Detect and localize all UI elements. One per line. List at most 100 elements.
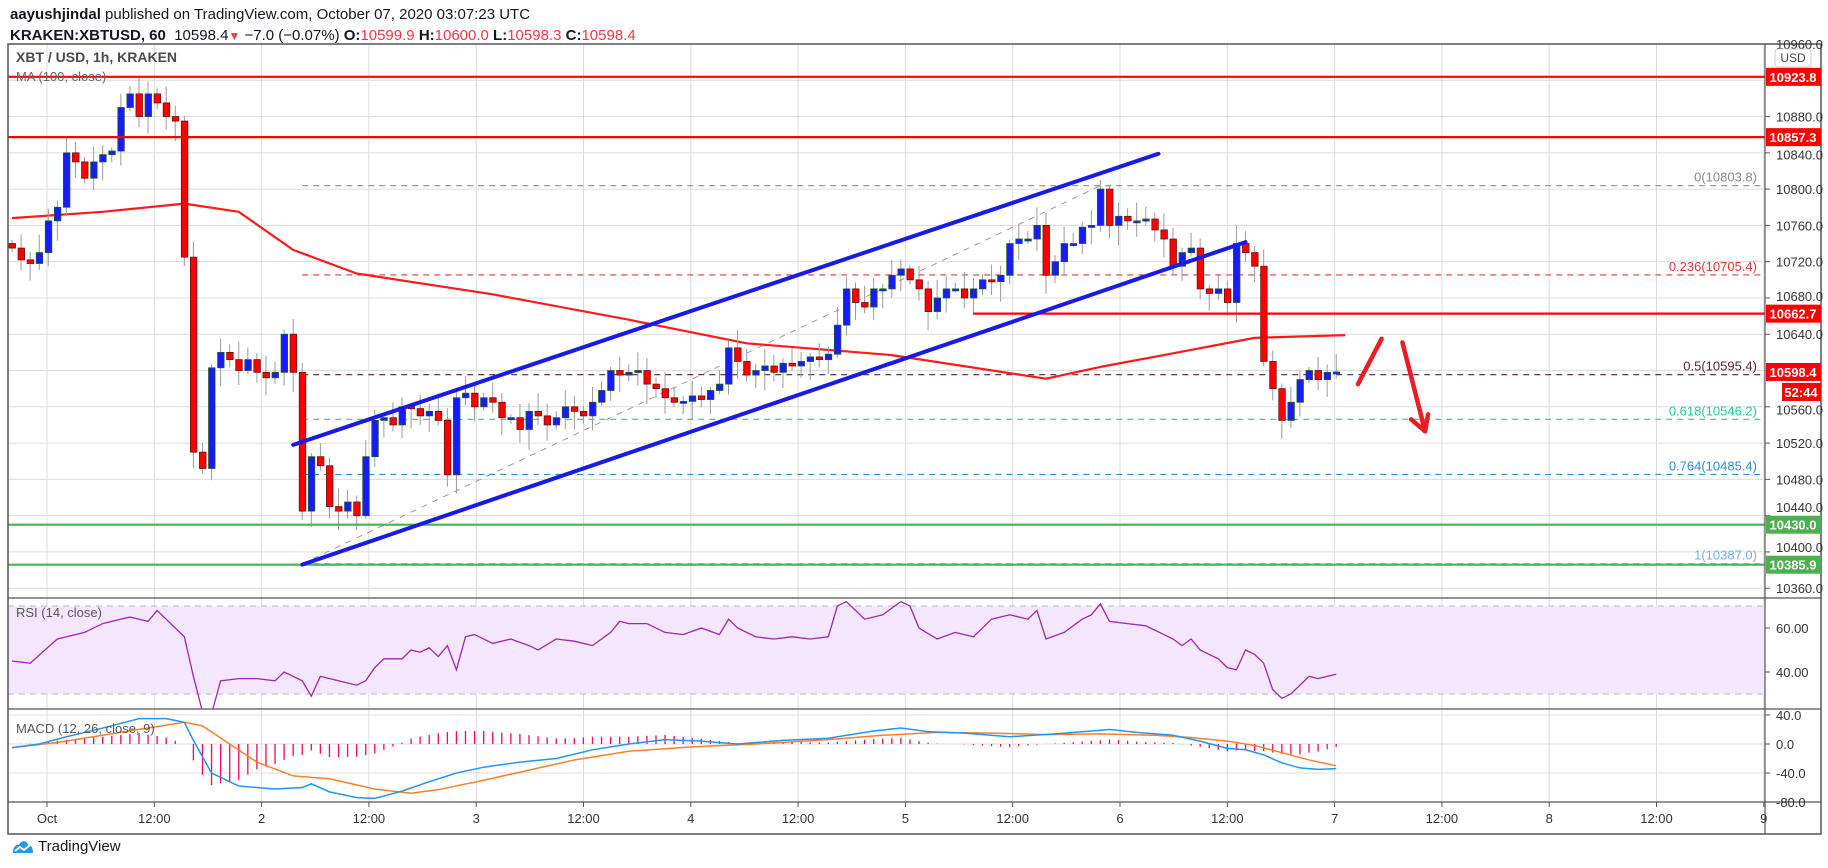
candle[interactable] [634, 352, 642, 386]
candle[interactable] [1196, 238, 1205, 300]
candle[interactable] [53, 200, 62, 241]
candle[interactable] [997, 265, 1005, 302]
candle[interactable] [706, 386, 715, 415]
channel-lower-line[interactable] [300, 240, 1248, 567]
candle[interactable] [525, 403, 533, 450]
candle[interactable] [199, 442, 207, 474]
candle[interactable] [462, 376, 470, 406]
candle[interactable] [1133, 202, 1141, 237]
candle[interactable] [489, 382, 497, 413]
candle[interactable] [44, 208, 53, 266]
candle[interactable] [389, 402, 397, 432]
candle[interactable] [1087, 210, 1096, 245]
candle[interactable] [951, 282, 960, 293]
candle[interactable] [1015, 225, 1023, 260]
candle[interactable] [960, 272, 969, 309]
candle[interactable] [1323, 364, 1332, 397]
candle[interactable] [933, 279, 942, 320]
candle[interactable] [262, 355, 270, 396]
candle[interactable] [126, 85, 134, 112]
candle[interactable] [17, 234, 25, 271]
candle[interactable] [171, 105, 180, 142]
candle[interactable] [1287, 387, 1295, 429]
candle[interactable] [1115, 202, 1123, 246]
candle[interactable] [897, 259, 905, 292]
usd-button[interactable]: USD [1774, 48, 1812, 68]
candle[interactable] [1160, 213, 1168, 258]
candle[interactable] [26, 251, 35, 281]
candle[interactable] [1151, 212, 1159, 242]
candle[interactable] [90, 146, 98, 191]
price-pane[interactable]: 0(10803.8) 0.236(10705.4) 0.5(10595.4) 0.61… [8, 75, 1765, 567]
candle[interactable] [63, 136, 71, 217]
candle[interactable] [1251, 246, 1259, 283]
candle[interactable] [815, 343, 824, 368]
rsi-legend[interactable]: RSI (14, close) [16, 605, 102, 620]
candle[interactable] [734, 329, 742, 379]
candle[interactable] [1278, 383, 1286, 439]
candle[interactable] [135, 75, 143, 127]
candle[interactable] [162, 86, 171, 130]
candle[interactable] [180, 116, 189, 267]
candle[interactable] [108, 147, 116, 163]
candle[interactable] [316, 442, 325, 471]
candle[interactable] [534, 393, 542, 425]
candle[interactable] [688, 380, 697, 420]
candle[interactable] [679, 396, 688, 415]
candle[interactable] [870, 278, 878, 321]
candle[interactable] [189, 241, 198, 469]
candle[interactable] [208, 364, 216, 481]
candle[interactable] [35, 234, 44, 270]
candle[interactable] [471, 382, 479, 422]
candle[interactable] [380, 412, 388, 438]
candle[interactable] [861, 285, 869, 314]
candle[interactable] [797, 352, 805, 378]
candle[interactable] [244, 347, 252, 375]
candle[interactable] [1024, 231, 1032, 244]
candle[interactable] [416, 394, 425, 425]
candle[interactable] [480, 392, 488, 411]
candle[interactable] [643, 358, 651, 405]
candle[interactable] [652, 377, 660, 398]
candle[interactable] [1269, 350, 1277, 401]
candle[interactable] [580, 406, 588, 424]
candle[interactable] [607, 366, 615, 401]
candle[interactable] [752, 363, 760, 389]
candle[interactable] [770, 355, 778, 382]
candle[interactable] [743, 349, 751, 382]
candle[interactable] [598, 381, 606, 406]
ma-legend[interactable]: MA (100, close) [16, 69, 106, 84]
candle[interactable] [1205, 285, 1214, 311]
candle[interactable] [1260, 249, 1268, 367]
candle[interactable] [670, 386, 679, 408]
candle[interactable] [833, 307, 842, 358]
candle[interactable] [843, 276, 851, 336]
macd-legend[interactable]: MACD (12, 26, close, 9) [16, 721, 155, 736]
candle[interactable] [434, 393, 443, 426]
candle[interactable] [779, 358, 787, 389]
candle[interactable] [970, 278, 978, 316]
candle[interactable] [761, 349, 769, 391]
candle[interactable] [144, 81, 152, 134]
candle[interactable] [307, 453, 316, 527]
candle[interactable] [543, 403, 552, 441]
candle[interactable] [1124, 208, 1132, 230]
author-name[interactable]: aayushjindal [10, 6, 101, 23]
candle[interactable] [1314, 356, 1322, 391]
candle[interactable] [852, 282, 860, 320]
candle[interactable] [589, 387, 597, 431]
candle[interactable] [235, 341, 243, 386]
candle[interactable] [906, 265, 914, 285]
candle[interactable] [516, 403, 524, 443]
candle[interactable] [117, 93, 125, 166]
rsi-pane[interactable] [8, 600, 1765, 714]
candle[interactable] [1233, 225, 1241, 323]
axes[interactable]: Oct 12:00 2 12:00 3 12:00 4 12:00 5 12:00 6 12:00 7 1… [37, 37, 1823, 826]
candle[interactable] [507, 414, 515, 425]
candle[interactable] [344, 489, 352, 519]
candle[interactable] [453, 391, 461, 494]
candle[interactable] [443, 408, 452, 487]
candle[interactable] [335, 488, 343, 530]
candle[interactable] [1187, 232, 1195, 257]
